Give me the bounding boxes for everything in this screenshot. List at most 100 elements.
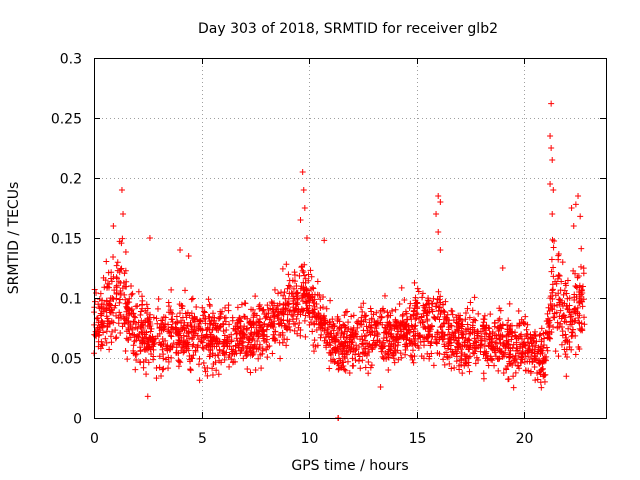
- data-point: [111, 304, 118, 311]
- data-point: [238, 335, 245, 342]
- data-point: [550, 187, 557, 193]
- data-point: [341, 330, 348, 337]
- data-point: [122, 347, 129, 354]
- data-point: [142, 307, 149, 314]
- data-point: [522, 313, 529, 320]
- data-point: [564, 338, 571, 345]
- data-point: [306, 302, 313, 309]
- data-point: [108, 275, 115, 282]
- data-point: [217, 308, 224, 315]
- y-tick-label: 0.2: [60, 172, 82, 188]
- data-point: [235, 344, 242, 351]
- data-point: [124, 356, 131, 363]
- data-point: [524, 339, 531, 346]
- data-point: [325, 341, 332, 348]
- data-point: [537, 379, 544, 386]
- data-point: [139, 339, 146, 346]
- data-point: [466, 330, 473, 337]
- data-point: [505, 338, 512, 345]
- data-point: [571, 306, 578, 313]
- data-point: [107, 295, 114, 302]
- data-point: [256, 305, 263, 312]
- data-point: [232, 326, 239, 333]
- data-point: [274, 315, 281, 322]
- data-point: [132, 303, 139, 310]
- data-point: [436, 316, 443, 323]
- data-point: [103, 313, 110, 320]
- data-point: [335, 366, 342, 373]
- data-point: [209, 314, 216, 321]
- data-point: [132, 366, 139, 373]
- data-point: [96, 296, 103, 303]
- data-point: [396, 300, 403, 307]
- data-point: [250, 344, 257, 351]
- data-point: [362, 337, 369, 344]
- data-point: [133, 350, 140, 357]
- data-point: [369, 346, 376, 353]
- data-point: [300, 284, 307, 291]
- data-point: [561, 300, 568, 307]
- data-point: [297, 217, 304, 223]
- data-point: [510, 373, 517, 380]
- data-point: [213, 367, 220, 374]
- data-point: [437, 247, 444, 253]
- data-point: [551, 237, 558, 244]
- data-point: [265, 310, 272, 317]
- data-point: [311, 303, 318, 310]
- data-point: [165, 328, 172, 335]
- data-point: [248, 336, 255, 343]
- data-point: [354, 324, 361, 331]
- data-point: [536, 332, 543, 339]
- data-point: [335, 350, 342, 357]
- data-point: [181, 319, 188, 326]
- data-point: [549, 295, 556, 302]
- data-point: [462, 335, 469, 342]
- data-point: [531, 339, 538, 346]
- data-point: [559, 259, 566, 266]
- data-point: [295, 324, 302, 331]
- data-point: [287, 283, 294, 290]
- data-point: [560, 291, 567, 298]
- data-point: [276, 300, 283, 307]
- data-point: [423, 312, 430, 319]
- data-point: [557, 287, 564, 294]
- data-point: [209, 372, 216, 379]
- data-point: [125, 312, 132, 319]
- data-point: [549, 236, 556, 243]
- data-point: [226, 363, 233, 370]
- data-point: [108, 278, 115, 285]
- data-point: [420, 318, 427, 325]
- data-point: [146, 334, 153, 341]
- data-point: [511, 355, 518, 362]
- data-point: [333, 332, 340, 339]
- data-point: [247, 344, 254, 351]
- data-point: [270, 306, 277, 313]
- data-point: [176, 328, 183, 335]
- data-point: [469, 307, 476, 314]
- data-point: [355, 358, 362, 365]
- data-point: [440, 301, 447, 308]
- data-point: [121, 291, 128, 298]
- y-tick-label: 0.15: [51, 232, 82, 248]
- data-point: [299, 267, 306, 274]
- data-point: [548, 100, 555, 107]
- data-point: [301, 205, 308, 211]
- data-point: [408, 353, 415, 360]
- data-point: [531, 332, 538, 339]
- data-point: [323, 334, 330, 341]
- data-point: [94, 315, 101, 322]
- data-point: [158, 372, 165, 379]
- data-point: [102, 277, 109, 284]
- data-point: [199, 304, 206, 311]
- data-point: [368, 315, 375, 322]
- data-point: [552, 292, 559, 299]
- data-point: [106, 301, 113, 308]
- data-point: [300, 269, 307, 276]
- data-point: [355, 350, 362, 357]
- data-point: [421, 338, 428, 345]
- data-point: [353, 319, 360, 326]
- data-point: [483, 322, 490, 329]
- data-point: [423, 334, 430, 341]
- data-point: [265, 321, 272, 328]
- data-point: [506, 360, 513, 367]
